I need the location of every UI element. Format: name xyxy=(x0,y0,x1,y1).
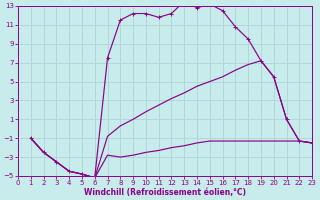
X-axis label: Windchill (Refroidissement éolien,°C): Windchill (Refroidissement éolien,°C) xyxy=(84,188,246,197)
